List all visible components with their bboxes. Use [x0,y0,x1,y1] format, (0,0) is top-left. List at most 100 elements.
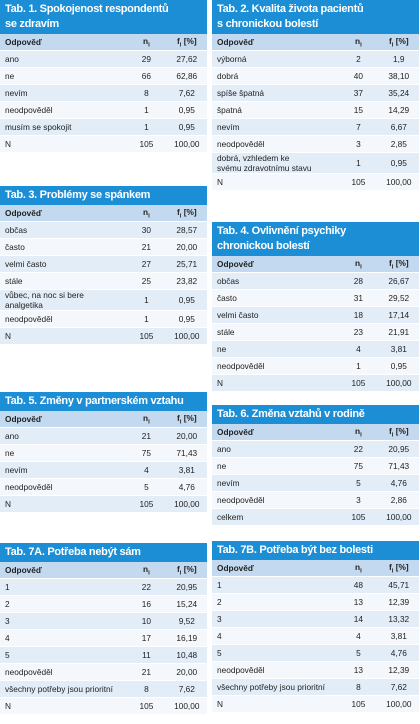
cell: 9,52 [178,616,195,626]
cell: občas [217,276,240,286]
header-symbol: f [176,206,180,217]
cell: fi [%] [379,258,419,271]
cell: 22 [141,582,152,592]
cell: 20,95 [388,444,410,454]
cell: 105 [139,499,154,509]
header-subscript: i [148,570,150,577]
table-row: nevím 4 3,81 [0,462,207,479]
header-unit: [%] [181,206,197,217]
cell: 14,29 [388,105,410,115]
table-row: ano 29 27,62 [0,51,207,68]
table-row: ano 22 20,95 [212,441,419,458]
header-symbol: f [388,257,392,268]
cell: ni [126,36,166,49]
cell: 18 [353,310,364,320]
cell: celkem [217,512,244,522]
cell: 48 [353,580,364,590]
cell: 38,10 [388,71,410,81]
cell: 12,39 [388,597,410,607]
cell: nevím [5,88,28,98]
cell: 0,95 [178,295,195,305]
title-line: Tab. 5. Změny v partnerském vztahu [5,395,184,407]
table-row: spíše špatná 37 35,24 [212,85,419,102]
cell: 7,62 [178,684,195,694]
cell: 4,76 [178,482,195,492]
cell: neodpověděl [5,314,53,324]
cell: ni [338,36,378,49]
header-symbol: n [143,563,149,574]
cell: fi [%] [167,36,207,49]
table-row: občas 28 26,67 [212,273,419,290]
table-row: N 105 100,00 [0,136,207,153]
cell: 14 [353,614,364,624]
table-row: neodpověděl 1 0,95 [0,311,207,328]
table-row: ano 21 20,00 [0,428,207,445]
title-line: Tab. 1. Spokojenost respondentů [5,3,169,15]
table-row: 4 4 3,81 [212,628,419,645]
header-subscript: i [148,213,150,220]
cell: 5 [356,648,361,658]
cell: 105 [351,378,366,388]
title-line: chronickou bolestí [217,240,310,252]
header-symbol: n [355,425,361,436]
cell: 0,95 [178,314,195,324]
title-line: Tab. 7B. Potřeba být bez bolesti [217,544,373,556]
cell: ni [126,413,166,426]
cell: 13,32 [388,614,410,624]
table-row: ne 75 71,43 [212,458,419,475]
cell: 17 [141,633,152,643]
table-title: Tab. 7B. Potřeba být bez bolesti [212,541,419,560]
header-unit: [%] [393,35,409,46]
table-row: N 105 100,00 [0,496,207,513]
table-row: často 31 29,52 [212,290,419,307]
header-symbol: f [388,561,392,572]
cell: N [5,701,11,711]
cell: 4 [356,631,361,641]
cell: 105 [351,512,366,522]
cell: 1 [356,158,361,168]
cell: 6,67 [390,122,407,132]
header-symbol: n [143,35,149,46]
cell: 3,81 [390,344,407,354]
cell: N [5,499,11,509]
cell: 20,00 [176,242,198,252]
table-row: N 105 100,00 [212,375,419,392]
table-row: 3 10 9,52 [0,613,207,630]
cell: výborná [217,54,247,64]
cell: 20,00 [176,431,198,441]
table-row: 1 48 45,71 [212,577,419,594]
cell: Odpověď [217,37,254,47]
table-row: nevím 5 4,76 [212,475,419,492]
cell: 105 [351,699,366,709]
cell: 37 [353,88,364,98]
cell: 2,85 [390,139,407,149]
header-unit: [%] [393,425,409,436]
cell: neodpověděl [5,667,53,677]
cell: neodpověděl [217,495,265,505]
table-row: 1 22 20,95 [0,579,207,596]
title-line: Tab. 2. Kvalita života pacientů [217,3,364,15]
cell: 7 [356,122,361,132]
table-row: 2 16 15,24 [0,596,207,613]
cell: Odpověď [5,414,42,424]
title-line: Tab. 6. Změna vztahů v rodině [217,408,365,420]
header-subscript: i [391,432,394,439]
header-subscript: i [148,42,150,49]
cell: N [217,378,223,388]
header-symbol: n [355,561,361,572]
cell: Odpověď [217,259,254,269]
header-subscript: i [391,42,394,49]
header-row: Odpověď ni fi [%] [212,34,419,51]
table-row: 4 17 16,19 [0,630,207,647]
cell: 4 [217,631,222,641]
table-row: 2 13 12,39 [212,594,419,611]
cell: 2 [356,54,361,64]
cell: 105 [139,139,154,149]
header-row: Odpověď ni fi [%] [212,256,419,273]
cell: 13 [353,597,364,607]
cell: 0,95 [178,122,195,132]
cell: 105 [139,331,154,341]
cell: ne [217,461,227,471]
table-row: N 105 100,00 [0,328,207,345]
